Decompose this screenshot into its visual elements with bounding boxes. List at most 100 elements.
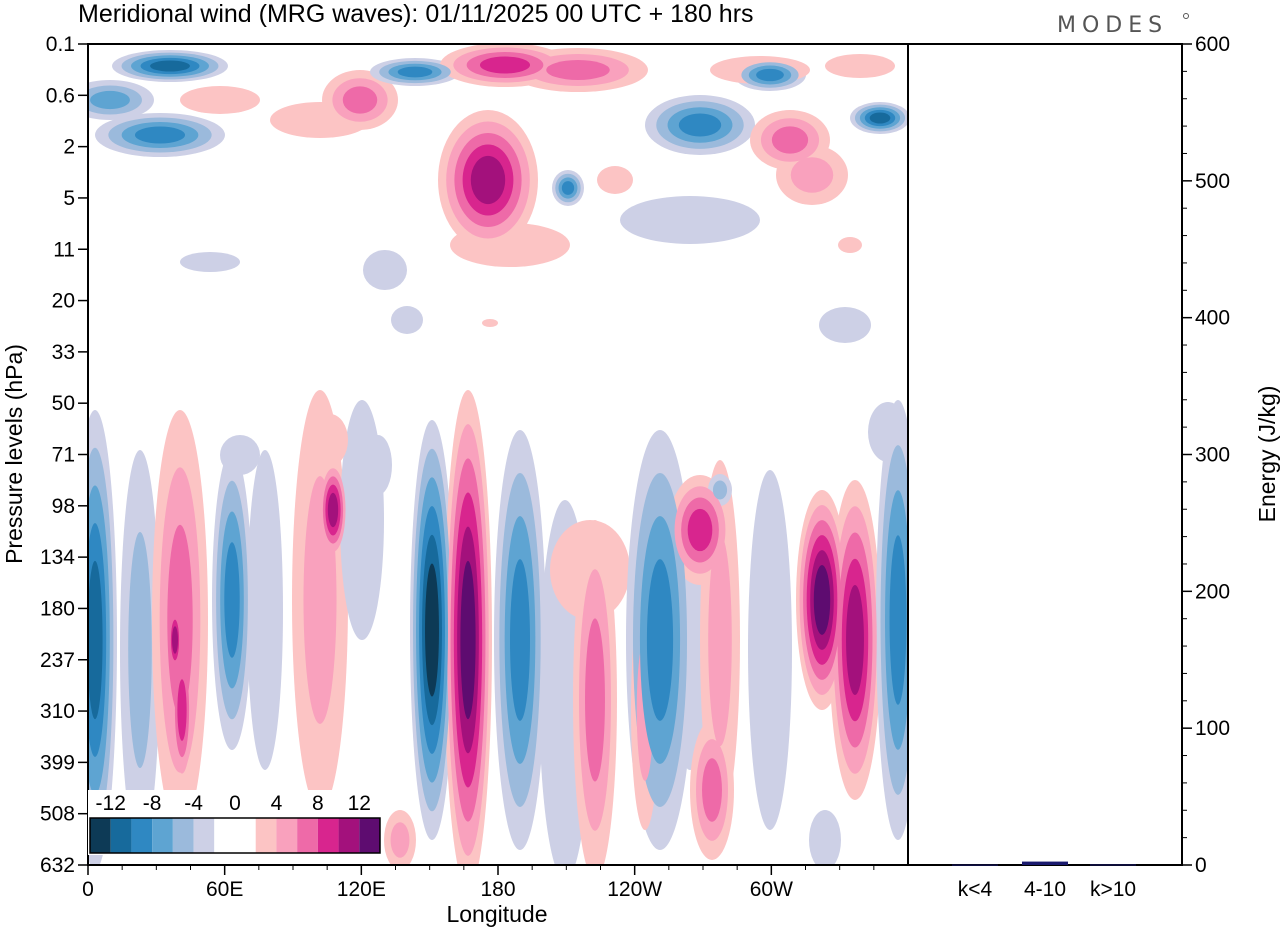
colorbar-swatch (297, 818, 318, 853)
pressure-tick-label: 5 (63, 187, 75, 210)
colorbar-label: 4 (271, 792, 283, 815)
negative-wind-contour (247, 450, 283, 770)
positive-wind-contour (708, 533, 732, 747)
positive-wind-contour (482, 319, 498, 327)
positive-wind-contour (813, 565, 831, 635)
pressure-tick-label: 0.1 (46, 33, 75, 56)
positive-wind-contour (172, 626, 178, 654)
negative-wind-contour (889, 535, 907, 705)
negative-wind-contour (712, 480, 728, 500)
colorbar-swatch (317, 818, 339, 853)
negative-wind-contour (819, 307, 871, 343)
pressure-tick-label: 50 (52, 392, 75, 415)
colorbar-swatch (110, 818, 132, 853)
energy-category-label: k<4 (958, 878, 993, 901)
colorbar-swatch (193, 818, 215, 853)
negative-wind-contour (220, 435, 260, 475)
positive-wind-contour (460, 560, 476, 720)
chart-title: Meridional wind (MRG waves): 01/11/2025 … (78, 0, 754, 28)
energy-tick-label: 200 (1195, 580, 1230, 603)
colorbar-label: 0 (229, 792, 241, 815)
negative-wind-contour (128, 532, 152, 768)
positive-wind-contour (550, 520, 630, 620)
longitude-tick-label: 120W (607, 878, 662, 901)
positive-wind-contour (838, 237, 862, 253)
energy-tick-label: 500 (1195, 170, 1230, 193)
positive-wind-contour (390, 822, 410, 858)
colorbar-label: 12 (348, 792, 371, 815)
positive-wind-contour (585, 618, 605, 782)
negative-wind-contour (756, 68, 784, 82)
positive-wind-contour (342, 86, 378, 114)
positive-wind-contour (180, 86, 260, 114)
energy-tick-label: 600 (1195, 33, 1230, 56)
energy-tick-label: 400 (1195, 307, 1230, 330)
colorbar-swatch (152, 818, 173, 853)
energy-category-label: k>10 (1090, 878, 1136, 901)
positive-wind-contour (771, 126, 809, 154)
energy-tick-label: 300 (1195, 444, 1230, 467)
colorbar-swatch (359, 818, 380, 853)
colorbar-label: -8 (143, 792, 162, 815)
negative-wind-contour (809, 810, 841, 865)
longitude-tick-label: 180 (480, 878, 515, 901)
positive-wind-contour (167, 524, 193, 716)
pressure-tick-label: 0.6 (46, 84, 75, 107)
negative-wind-contour (391, 306, 423, 334)
pressure-axis: 0.1 0.6 2 5 11 20 33 50 71 98 134 180 237 310 399 508 63… (40, 33, 88, 877)
pressure-tick-label: 11 (53, 238, 75, 261)
colorbar-swatch (172, 818, 194, 853)
energy-bar (952, 864, 998, 866)
energy-axis: 0 100 200 300 400 500 600 (1182, 33, 1230, 877)
energy-axis-label: Energy (J/kg) (1254, 386, 1280, 523)
positive-wind-contour (479, 56, 531, 74)
energy-panel-frame (907, 43, 1183, 866)
negative-wind-contour (150, 60, 190, 72)
pressure-tick-label: 399 (40, 751, 75, 774)
positive-wind-contour (790, 157, 834, 193)
negative-wind-contour (363, 250, 407, 290)
colorbar: -12 -8 -4 0 4 8 12 (88, 790, 382, 855)
colorbar-frame (89, 817, 381, 854)
positive-wind-contour (702, 758, 722, 822)
negative-wind-contour (134, 126, 186, 144)
longitude-tick-label: 60E (206, 878, 243, 901)
colorbar-swatch (235, 818, 256, 853)
negative-wind-contour (364, 435, 392, 495)
y-axis-label: Pressure levels (hPa) (1, 344, 27, 564)
positive-wind-contour (687, 508, 713, 552)
negative-wind-contour (224, 542, 240, 658)
pressure-tick-label: 71 (52, 444, 75, 467)
energy-tick-label: 100 (1195, 717, 1230, 740)
negative-wind-contour (90, 90, 130, 110)
colorbar-swatch (90, 818, 111, 853)
x-axis-label: Longitude (446, 901, 547, 927)
modes-logo: MODES (1057, 13, 1168, 38)
longitude-tick-label: 0 (82, 878, 94, 901)
pressure-tick-label: 180 (40, 597, 75, 620)
colorbar-label: 8 (312, 792, 324, 815)
colorbar-label: -4 (184, 792, 203, 815)
contour-field (88, 44, 908, 865)
pressure-tick-label: 33 (52, 341, 75, 364)
longitude-tick-label: 120E (337, 878, 386, 901)
colorbar-swatch (214, 818, 235, 853)
energy-category-label: 4-10 (1024, 878, 1066, 901)
negative-wind-contour (561, 181, 575, 195)
negative-wind-contour (397, 66, 433, 78)
negative-wind-contour (620, 196, 760, 244)
pressure-tick-label: 508 (40, 803, 75, 826)
positive-wind-contour (470, 155, 506, 205)
pressure-tick-label: 98 (52, 495, 75, 518)
negative-wind-contour (509, 559, 531, 721)
negative-wind-contour (180, 252, 240, 272)
pressure-tick-label: 20 (52, 290, 75, 313)
positive-wind-contour (546, 60, 610, 80)
colorbar-swatch (338, 818, 360, 853)
longitude-axis: 0 60E 120E 180 120W 60W (82, 865, 875, 901)
positive-wind-contour (846, 584, 864, 696)
pressure-tick-label: 310 (40, 700, 75, 723)
negative-wind-contour (425, 563, 439, 697)
colorbar-swatch (131, 818, 153, 853)
